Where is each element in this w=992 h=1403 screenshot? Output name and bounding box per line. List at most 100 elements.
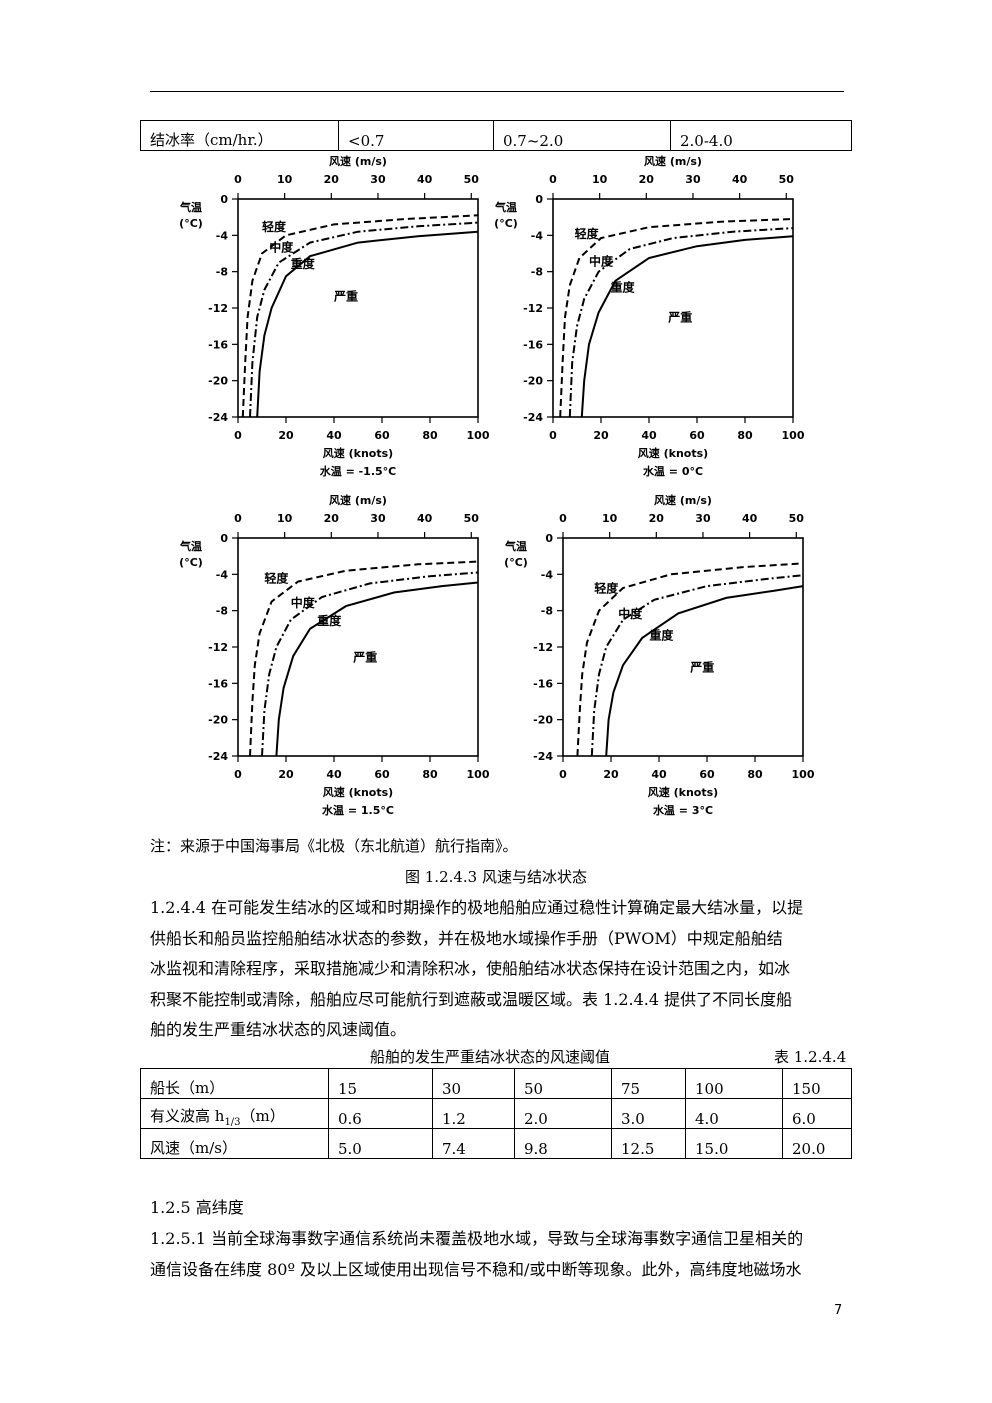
bottom-tick-label: 0 [234, 768, 242, 781]
icing-chart-water-minus-1-5: 风速 (m/s) 0 10 20 30 40 50 0 20 40 60 80 100 0 -4 -8 -12 -… [179, 154, 490, 478]
y-tick-label: -24 [523, 411, 543, 424]
top-tick-label: 40 [417, 173, 433, 186]
y-tick-label: -20 [533, 714, 553, 727]
y-tick-label: -4 [216, 229, 229, 242]
y-tick-label: -8 [531, 266, 543, 279]
region-label: 严重 [333, 289, 358, 304]
y-axis-label: 气温 [504, 539, 527, 553]
table-cell: 4.0 [685, 1098, 783, 1129]
top-tick-label: 40 [742, 512, 758, 525]
top-tick-label: 50 [789, 512, 805, 525]
bottom-tick-label: 20 [278, 429, 294, 442]
bottom-tick-label: 100 [792, 768, 815, 781]
top-axis-title: 风速 (m/s) [644, 154, 702, 168]
table-cell: 1.2 [432, 1098, 515, 1129]
top-tick-label: 20 [649, 512, 665, 525]
paragraph-1-2-4-4: 1.2.4.4 在可能发生结冰的区域和时期操作的极地船舶应通过稳性计算确定最大结… [150, 893, 850, 1046]
table-cell: 12.5 [611, 1128, 686, 1159]
icing-chart-water-3: 风速 (m/s) 0 10 20 30 40 50 0 20 40 60 80 100 0 -4 -8 -12 -… [504, 493, 815, 817]
bottom-axis-title: 风速 (knots) [323, 785, 393, 799]
y-tick-label: -24 [208, 750, 228, 763]
region-label: 轻度 [575, 226, 600, 241]
table-row: 有义波高 h1/3（m） 0.6 1.2 2.0 3.0 4.0 6.0 [140, 1098, 852, 1129]
y-tick-label: -20 [208, 714, 228, 727]
series-line [559, 218, 794, 418]
y-tick-label: -4 [216, 568, 229, 581]
region-label: 中度 [291, 595, 316, 610]
top-axis-title: 风速 (m/s) [329, 493, 387, 507]
table-cell: 0.6 [328, 1098, 433, 1129]
table-cell: 有义波高 h1/3（m） [140, 1098, 329, 1129]
bottom-axis-title: 风速 (knots) [638, 446, 708, 460]
region-label: 重度 [291, 256, 316, 271]
region-label: 重度 [317, 613, 342, 628]
y-tick-label: -12 [208, 641, 228, 654]
y-tick-label: -12 [208, 302, 228, 315]
water-temp-label: 水温 = 0°C [643, 464, 703, 478]
top-tick-label: 40 [417, 512, 433, 525]
table-cell: 5.0 [328, 1128, 433, 1159]
paragraph-line: 积聚不能控制或清除，船舶应尽可能航行到遮蔽或温暖区域。表 1.2.4.4 提供了… [150, 989, 793, 1009]
top-tick-label: 10 [592, 173, 608, 186]
y-tick-label: -20 [208, 375, 228, 388]
region-label: 轻度 [262, 219, 287, 234]
region-label: 中度 [269, 240, 294, 255]
top-axis-title: 风速 (m/s) [329, 154, 387, 168]
table-row: 船长（m） 15 30 50 75 100 150 [140, 1068, 852, 1099]
icing-chart-water-0: 风速 (m/s) 0 10 20 30 40 50 0 20 40 60 80 100 0 -4 -8 -12 -… [494, 154, 805, 478]
plot-frame [562, 537, 804, 757]
series-line [249, 560, 479, 757]
region-label: 严重 [667, 310, 692, 325]
region-label: 轻度 [264, 571, 289, 586]
y-axis-unit: (°C) [494, 217, 518, 230]
source-note: 注：来源于中国海事局《北极（东北航道）航行指南》。 [150, 837, 518, 855]
y-tick-label: -20 [523, 375, 543, 388]
table-cell: 0.7~2.0 [493, 120, 671, 151]
y-axis-unit: (°C) [179, 217, 203, 230]
wave-height-unit: （m） [240, 1107, 285, 1125]
y-axis-label: 气温 [494, 200, 517, 214]
bottom-tick-label: 60 [689, 429, 705, 442]
table-cell: 100 [685, 1068, 783, 1099]
series-line [605, 585, 804, 757]
table-cell: 150 [782, 1068, 852, 1099]
bottom-tick-label: 80 [737, 429, 753, 442]
header-rule [150, 91, 844, 92]
bottom-tick-label: 60 [699, 768, 715, 781]
top-tick-label: 20 [639, 173, 655, 186]
y-tick-label: -12 [523, 302, 543, 315]
bottom-tick-label: 40 [326, 768, 342, 781]
y-tick-label: 0 [535, 193, 543, 206]
bottom-tick-label: 100 [467, 768, 490, 781]
y-tick-label: -16 [533, 677, 553, 690]
top-tick-label: 0 [234, 173, 242, 186]
table-cell: 2.0 [514, 1098, 612, 1129]
paragraph-line: 1.2.5.1 当前全球海事数字通信系统尚未覆盖极地水域，导致与全球海事数字通信… [150, 1229, 804, 1248]
top-tick-label: 0 [559, 512, 567, 525]
region-label: 严重 [689, 660, 714, 675]
series-line [241, 214, 479, 418]
table-cell: 15.0 [685, 1128, 783, 1159]
y-tick-label: -16 [523, 338, 543, 351]
y-tick-label: 0 [220, 532, 228, 545]
bottom-tick-label: 20 [593, 429, 609, 442]
bottom-tick-label: 0 [234, 429, 242, 442]
paragraph-1-2-5-1: 1.2.5.1 当前全球海事数字通信系统尚未覆盖极地水域，导致与全球海事数字通信… [150, 1224, 850, 1285]
y-tick-label: -8 [541, 605, 553, 618]
y-tick-label: -8 [216, 266, 228, 279]
top-tick-label: 30 [685, 173, 701, 186]
table-cell: 15 [328, 1068, 433, 1099]
bottom-tick-label: 0 [549, 429, 557, 442]
top-tick-label: 20 [324, 512, 340, 525]
figure-caption: 图 1.2.4.3 风速与结冰状态 [404, 868, 587, 886]
top-tick-label: 40 [732, 173, 748, 186]
top-tick-label: 30 [695, 512, 711, 525]
paragraph-line: 舶的发生严重结冰状态的风速阈值。 [150, 1020, 407, 1039]
y-axis-label: 气温 [179, 539, 202, 553]
y-tick-label: 0 [220, 193, 228, 206]
top-tick-label: 50 [464, 173, 480, 186]
table-cell: 6.0 [782, 1098, 852, 1129]
table-cell: 50 [514, 1068, 612, 1099]
series-line [580, 235, 794, 418]
table-cell: 7.4 [432, 1128, 515, 1159]
